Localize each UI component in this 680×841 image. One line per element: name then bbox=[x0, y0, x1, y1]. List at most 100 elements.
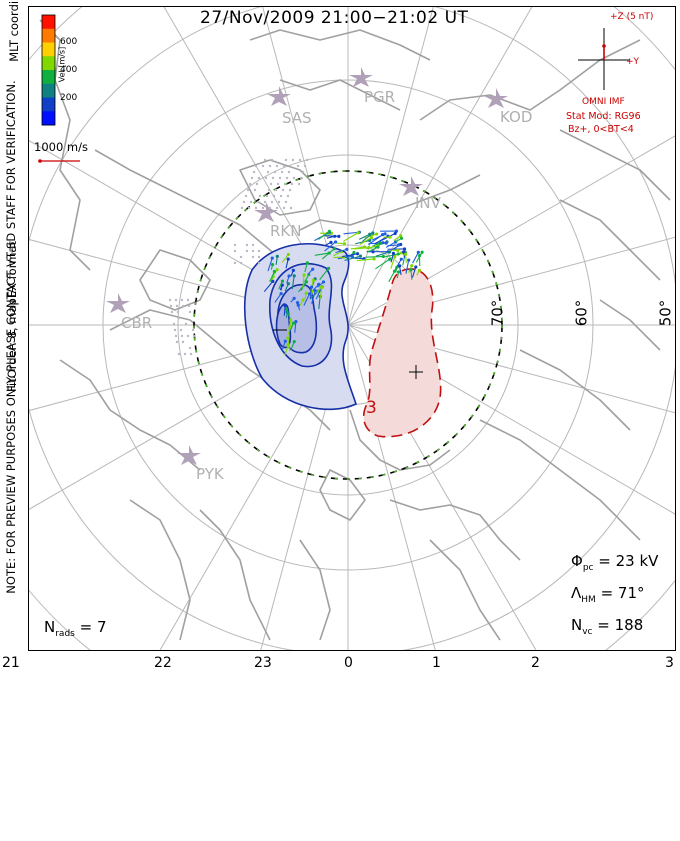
fov-dot bbox=[275, 189, 277, 191]
fov-dot bbox=[173, 323, 175, 325]
mlt-tick-22: 22 bbox=[154, 655, 172, 671]
velocity-vector-origin bbox=[284, 304, 287, 307]
fov-dot bbox=[258, 177, 260, 179]
velocity-vector-origin bbox=[287, 257, 290, 260]
velocity-vector-origin bbox=[292, 269, 295, 272]
fov-dot bbox=[264, 201, 266, 203]
mlt-tick-23: 23 bbox=[254, 655, 272, 671]
stat-model-label: Stat Mod: RG96 bbox=[566, 111, 641, 122]
fov-dot bbox=[240, 262, 242, 264]
velocity-vector-origin bbox=[407, 259, 410, 262]
fov-dot bbox=[299, 159, 301, 161]
fov-dot bbox=[189, 347, 191, 349]
velocity-vector-origin bbox=[417, 251, 420, 254]
fov-dot bbox=[306, 159, 308, 161]
fov-dot bbox=[170, 305, 172, 307]
velocity-vector-origin bbox=[327, 267, 330, 270]
stat-cross-polar-potential: Φpc = 23 kV bbox=[571, 552, 658, 573]
phi-symbol: Φ bbox=[571, 552, 583, 570]
velocity-vector-origin bbox=[367, 246, 370, 249]
fov-dot bbox=[184, 353, 186, 355]
color-bar-segment bbox=[42, 111, 55, 125]
fov-dot bbox=[285, 201, 287, 203]
velocity-vector-origin bbox=[319, 285, 322, 288]
fov-dot bbox=[291, 183, 293, 185]
velocity-vector-origin bbox=[388, 250, 391, 253]
fov-dot bbox=[274, 171, 276, 173]
latitude-label-50: 50° bbox=[656, 300, 674, 327]
velocity-vector-origin bbox=[287, 274, 290, 277]
velocity-vector-origin bbox=[370, 236, 373, 239]
fov-dot bbox=[192, 329, 194, 331]
velocity-vector-origin bbox=[371, 231, 374, 234]
velocity-vector-origin bbox=[287, 282, 290, 285]
fov-dot bbox=[254, 189, 256, 191]
velocity-vector-origin bbox=[322, 280, 325, 283]
fov-dot bbox=[281, 171, 283, 173]
velocity-vector-origin bbox=[378, 241, 381, 244]
fov-dot bbox=[278, 201, 280, 203]
lambda-symbol: Λ bbox=[571, 584, 581, 602]
fov-dot bbox=[175, 299, 177, 301]
fov-dot bbox=[284, 183, 286, 185]
velocity-vector-origin bbox=[275, 268, 278, 271]
velocity-vector-origin bbox=[397, 252, 400, 255]
fov-dot bbox=[246, 244, 248, 246]
nrads-subscript: rads bbox=[55, 629, 75, 639]
fov-dot bbox=[180, 329, 182, 331]
fov-dot bbox=[269, 207, 271, 209]
fov-dot bbox=[259, 195, 261, 197]
station-label-rkn: RKN bbox=[270, 222, 301, 240]
fov-dot bbox=[182, 305, 184, 307]
velocity-vector-origin bbox=[305, 292, 308, 295]
imf-z-label: +Z (5 nT) bbox=[610, 12, 653, 22]
mlt-tick-21: 21 bbox=[2, 655, 20, 671]
station-label-pgr: PGR bbox=[364, 88, 395, 106]
plot-title: 27/Nov/2009 21:00−21:02 UT bbox=[200, 8, 468, 28]
imf-condition-label: Bz+, 0<BT<4 bbox=[568, 124, 634, 135]
velocity-vector-origin bbox=[397, 243, 400, 246]
velocity-vector-origin bbox=[356, 231, 359, 234]
velocity-vector-origin bbox=[337, 235, 340, 238]
velocity-vector-origin bbox=[343, 242, 346, 245]
fov-dot bbox=[245, 195, 247, 197]
fov-dot bbox=[292, 159, 294, 161]
nrads-symbol: N bbox=[44, 618, 55, 636]
velocity-vector-origin bbox=[271, 257, 274, 260]
fov-dot bbox=[270, 183, 272, 185]
fov-dot bbox=[285, 159, 287, 161]
fov-dot bbox=[234, 244, 236, 246]
fov-dot bbox=[190, 353, 192, 355]
velocity-vector-origin bbox=[420, 251, 423, 254]
fov-dot bbox=[302, 171, 304, 173]
nrads-value: = 7 bbox=[80, 618, 107, 636]
contour-label: 3 bbox=[366, 398, 377, 418]
mlt-tick-1: 1 bbox=[432, 655, 441, 671]
fov-dot bbox=[248, 207, 250, 209]
station-label-pyk: PYK bbox=[196, 465, 224, 483]
fov-dot bbox=[289, 189, 291, 191]
fov-dot bbox=[304, 165, 306, 167]
fov-dot bbox=[271, 201, 273, 203]
reference-vector bbox=[38, 159, 80, 163]
velocity-vector-origin bbox=[376, 246, 379, 249]
velocity-vector-origin bbox=[281, 280, 284, 283]
velocity-vector-origin bbox=[381, 233, 384, 236]
fov-dot bbox=[265, 177, 267, 179]
velocity-vector-origin bbox=[409, 268, 412, 271]
fov-dot bbox=[249, 183, 251, 185]
velocity-vector-origin bbox=[372, 257, 375, 260]
imf-source-label: OMNI IMF bbox=[582, 97, 625, 107]
velocity-vector-origin bbox=[273, 270, 276, 273]
nvc-value: = 188 bbox=[597, 616, 643, 634]
fov-dot bbox=[252, 250, 254, 252]
velocity-vector-origin bbox=[393, 255, 396, 258]
fov-dot bbox=[288, 171, 290, 173]
velocity-vector-origin bbox=[397, 270, 400, 273]
velocity-vector-origin bbox=[414, 265, 417, 268]
fov-dot bbox=[287, 195, 289, 197]
fov-dot bbox=[241, 207, 243, 209]
velocity-vector-origin bbox=[375, 232, 378, 235]
fov-dot bbox=[298, 183, 300, 185]
velocity-vector-origin bbox=[394, 232, 397, 235]
